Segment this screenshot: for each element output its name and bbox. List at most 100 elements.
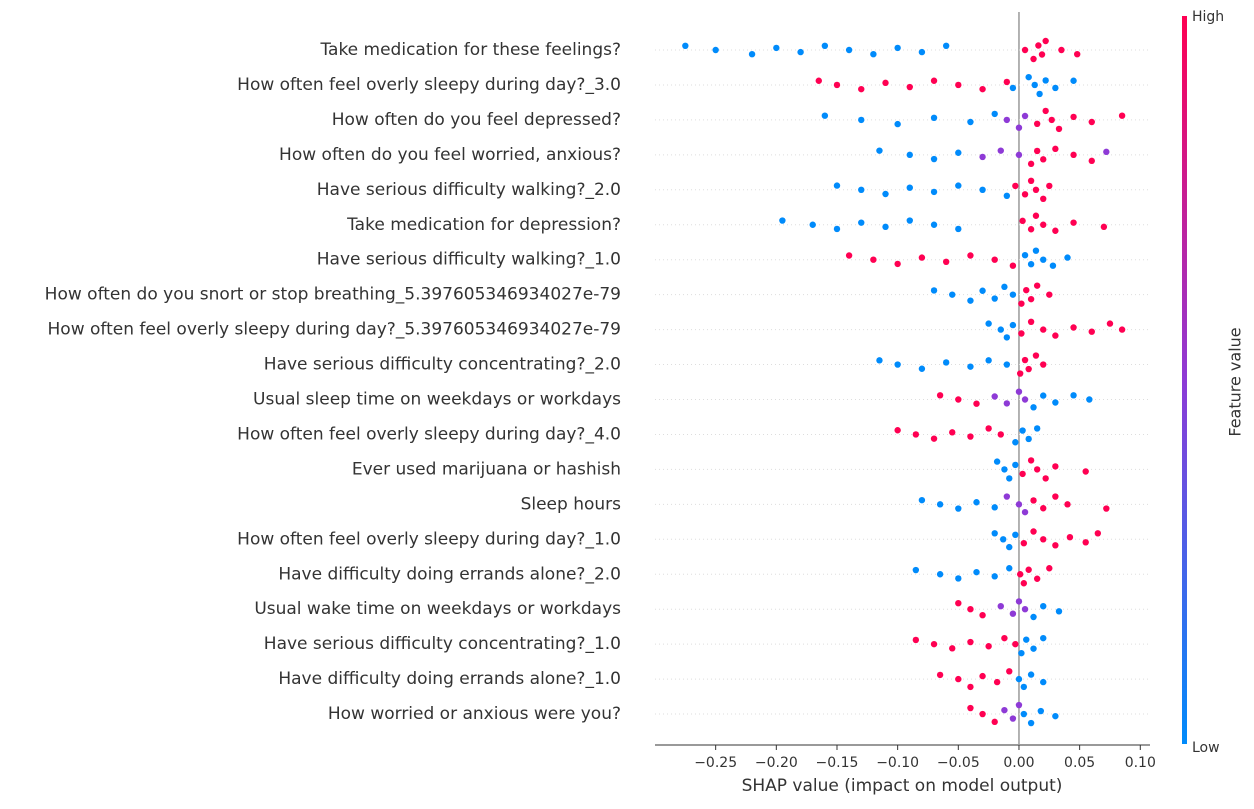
dot xyxy=(1033,147,1041,155)
dot xyxy=(955,505,962,512)
x-tick-label: −0.25 xyxy=(694,755,737,771)
dot xyxy=(1046,291,1053,298)
dot xyxy=(1118,326,1126,333)
dot xyxy=(942,258,950,265)
feature-label: Take medication for depression? xyxy=(346,215,621,235)
dot xyxy=(967,118,974,126)
dot xyxy=(930,221,938,228)
dot xyxy=(1021,356,1029,364)
dot xyxy=(1100,223,1108,231)
feature-label: Have serious difficulty concentrating?_1… xyxy=(264,634,621,654)
dot xyxy=(1030,645,1037,652)
dot xyxy=(1040,678,1047,686)
dot xyxy=(1012,461,1019,469)
dot xyxy=(991,530,998,537)
feature-label: How often do you feel worried, anxious? xyxy=(279,145,621,165)
dot xyxy=(1082,539,1089,546)
feature-label: How often feel overly sleepy during day?… xyxy=(237,75,621,95)
dot xyxy=(930,640,938,648)
dot xyxy=(967,363,974,370)
feature-label: Sleep hours xyxy=(521,494,622,514)
dot xyxy=(1009,610,1017,617)
dot xyxy=(918,254,926,261)
dot xyxy=(967,252,974,259)
dot xyxy=(1032,352,1040,359)
dot xyxy=(1052,332,1059,339)
dot xyxy=(1006,475,1013,482)
dot xyxy=(930,155,938,163)
feature-label: How often do you snort or stop breathing… xyxy=(45,285,621,305)
dot xyxy=(1055,125,1063,133)
dot xyxy=(1027,318,1035,325)
dot xyxy=(845,46,853,54)
dot xyxy=(906,83,913,91)
dot xyxy=(991,295,998,302)
dot xyxy=(949,645,956,652)
dot xyxy=(1103,148,1110,156)
dot xyxy=(1052,84,1059,92)
dot xyxy=(894,120,901,128)
dot xyxy=(1103,505,1110,512)
dot xyxy=(1027,295,1035,303)
dot xyxy=(1074,51,1081,58)
dot xyxy=(1040,634,1047,642)
feature-label: Have difficulty doing errands alone?_1.0 xyxy=(278,669,621,689)
dot xyxy=(955,396,962,403)
dot xyxy=(979,287,986,294)
dot xyxy=(1040,326,1047,333)
dot xyxy=(912,566,920,574)
dot xyxy=(973,568,980,576)
dot xyxy=(1082,468,1089,475)
feature-label: Have serious difficulty concentrating?_2… xyxy=(264,355,621,375)
dot xyxy=(967,704,974,712)
dot xyxy=(1006,565,1013,572)
dot xyxy=(979,612,986,619)
dot xyxy=(1012,640,1019,648)
dot xyxy=(1018,300,1025,307)
dot xyxy=(1052,227,1059,234)
dot xyxy=(949,429,956,436)
dot xyxy=(1052,463,1059,470)
dot xyxy=(1003,400,1011,407)
dot xyxy=(821,42,829,49)
dot xyxy=(1040,195,1047,202)
dot xyxy=(906,184,913,191)
dot xyxy=(1020,683,1028,691)
dot xyxy=(1037,707,1045,715)
dot xyxy=(1040,361,1047,368)
dot xyxy=(967,683,974,691)
dot xyxy=(858,85,865,93)
dot xyxy=(797,48,804,56)
dot xyxy=(1021,112,1029,120)
dot xyxy=(894,44,901,52)
dot xyxy=(779,217,786,224)
dot xyxy=(845,252,853,259)
x-tick-label: 0.10 xyxy=(1125,755,1156,771)
dot xyxy=(870,256,877,263)
dot xyxy=(821,112,829,119)
dot xyxy=(930,114,938,122)
dot xyxy=(1052,145,1059,153)
dot xyxy=(1033,575,1041,582)
dot xyxy=(1027,261,1035,268)
x-tick-label: 0.05 xyxy=(1064,755,1095,771)
dot xyxy=(1009,84,1017,92)
dot xyxy=(997,326,1004,333)
dot xyxy=(1052,493,1059,500)
dot xyxy=(858,116,865,124)
dot xyxy=(1019,427,1026,434)
dot xyxy=(1033,466,1041,473)
dot xyxy=(1003,334,1011,341)
dot xyxy=(1030,404,1037,411)
dot xyxy=(882,190,889,198)
dot xyxy=(985,643,992,650)
dot xyxy=(1015,388,1023,395)
dot xyxy=(1021,508,1029,516)
dot xyxy=(1020,710,1028,718)
dot xyxy=(1030,528,1037,535)
dot xyxy=(918,496,926,504)
dot xyxy=(991,393,998,400)
dot xyxy=(1070,324,1077,331)
dot xyxy=(1021,606,1029,613)
